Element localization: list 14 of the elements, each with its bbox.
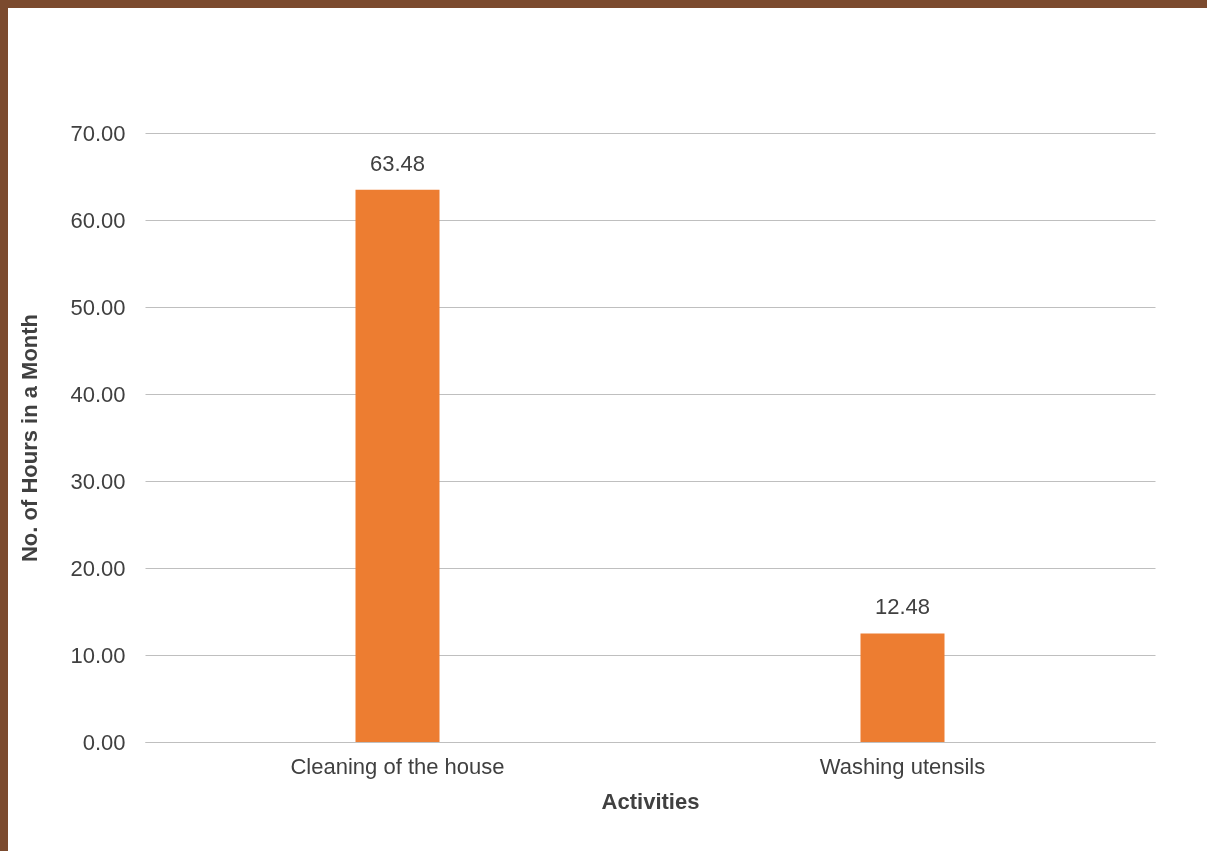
y-tick-label: 10.00 — [70, 642, 126, 668]
y-tick-label: 20.00 — [70, 555, 126, 581]
x-tick-label: Cleaning of the house — [290, 753, 505, 779]
x-axis-title: Activities — [601, 788, 700, 814]
x-tick-label: Washing utensils — [819, 753, 986, 779]
y-tick-label: 0.00 — [82, 729, 126, 755]
y-axis-title: No. of Hours in a Month — [17, 313, 43, 563]
y-tick-label: 70.00 — [70, 120, 126, 146]
y-tick-label: 40.00 — [70, 381, 126, 407]
y-tick-label: 60.00 — [70, 207, 126, 233]
y-tick-label: 50.00 — [70, 294, 126, 320]
data-label: 63.48 — [369, 150, 426, 176]
data-label: 12.48 — [874, 594, 931, 620]
y-tick-label: 30.00 — [70, 468, 126, 494]
